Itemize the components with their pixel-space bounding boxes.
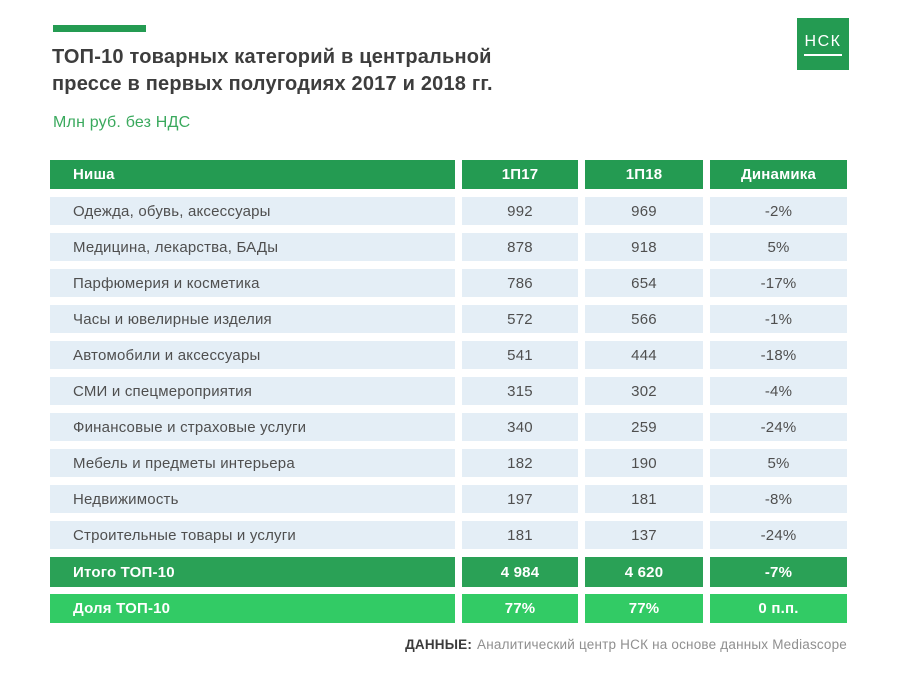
category-name-cell: Строительные товары и услуги [50,521,455,549]
source-label: ДАННЫЕ: [405,637,473,652]
table-row: Недвижимость 197 181 -8% [50,485,847,513]
dynamics-cell: 5% [710,449,847,477]
value-1h18-cell: 654 [585,269,703,297]
table-row: Парфюмерия и косметика 786 654 -17% [50,269,847,297]
share-row-label: Доля ТОП-10 [50,594,455,623]
table-row: Часы и ювелирные изделия 572 566 -1% [50,305,847,333]
value-1h17-cell: 786 [462,269,578,297]
accent-bar [53,25,146,32]
category-name-cell: Часы и ювелирные изделия [50,305,455,333]
column-header-1h18: 1П18 [585,160,703,189]
dynamics-cell: -24% [710,521,847,549]
value-1h18-cell: 190 [585,449,703,477]
total-row: Итого ТОП-10 4 984 4 620 -7% [50,557,847,587]
value-1h18-cell: 566 [585,305,703,333]
dynamics-cell: -8% [710,485,847,513]
table-body: Одежда, обувь, аксессуары 992 969 -2% Медици… [50,197,847,549]
share-1h18-cell: 77% [585,594,703,623]
dynamics-cell: -18% [710,341,847,369]
value-1h17-cell: 315 [462,377,578,405]
table-row: Одежда, обувь, аксессуары 992 969 -2% [50,197,847,225]
value-1h18-cell: 137 [585,521,703,549]
dynamics-cell: 5% [710,233,847,261]
value-1h17-cell: 992 [462,197,578,225]
value-1h18-cell: 181 [585,485,703,513]
category-name-cell: Парфюмерия и косметика [50,269,455,297]
column-header-dynamics: Динамика [710,160,847,189]
total-row-label: Итого ТОП-10 [50,557,455,587]
dynamics-cell: -2% [710,197,847,225]
units-subtitle: Млн руб. без НДС [53,114,191,131]
dynamics-cell: -24% [710,413,847,441]
column-header-1h17: 1П17 [462,160,578,189]
category-name-cell: Одежда, обувь, аксессуары [50,197,455,225]
page-title-line1: ТОП-10 товарных категорий в центральной [52,46,492,68]
value-1h18-cell: 259 [585,413,703,441]
value-1h17-cell: 878 [462,233,578,261]
share-dynamics-cell: 0 п.п. [710,594,847,623]
nsk-logo-text: НСК [803,33,843,56]
table-header-row: Ниша 1П17 1П18 Динамика [50,160,847,189]
dynamics-cell: -17% [710,269,847,297]
table-row: СМИ и спецмероприятия 315 302 -4% [50,377,847,405]
value-1h17-cell: 181 [462,521,578,549]
share-row: Доля ТОП-10 77% 77% 0 п.п. [50,594,847,623]
category-name-cell: Финансовые и страховые услуги [50,413,455,441]
value-1h18-cell: 444 [585,341,703,369]
nsk-logo: НСК [797,18,849,70]
total-dynamics-cell: -7% [710,557,847,587]
table-row: Медицина, лекарства, БАДы 878 918 5% [50,233,847,261]
category-name-cell: Мебель и предметы интерьера [50,449,455,477]
table-row: Автомобили и аксессуары 541 444 -18% [50,341,847,369]
source-text: Аналитический центр НСК на основе данных… [477,637,847,652]
value-1h18-cell: 969 [585,197,703,225]
value-1h17-cell: 572 [462,305,578,333]
value-1h17-cell: 182 [462,449,578,477]
column-header-niche: Ниша [50,160,455,189]
total-1h17-cell: 4 984 [462,557,578,587]
source-line: ДАННЫЕ: Аналитический центр НСК на основе… [405,637,847,652]
categories-table: Ниша 1П17 1П18 Динамика Одежда, обувь, а… [50,160,847,623]
value-1h18-cell: 302 [585,377,703,405]
category-name-cell: Недвижимость [50,485,455,513]
dynamics-cell: -1% [710,305,847,333]
table-row: Мебель и предметы интерьера 182 190 5% [50,449,847,477]
value-1h17-cell: 340 [462,413,578,441]
category-name-cell: СМИ и спецмероприятия [50,377,455,405]
page-title: ТОП-10 товарных категорий в центральной … [52,44,672,98]
category-name-cell: Автомобили и аксессуары [50,341,455,369]
value-1h18-cell: 918 [585,233,703,261]
total-1h18-cell: 4 620 [585,557,703,587]
value-1h17-cell: 197 [462,485,578,513]
share-1h17-cell: 77% [462,594,578,623]
table-row: Финансовые и страховые услуги 340 259 -24% [50,413,847,441]
value-1h17-cell: 541 [462,341,578,369]
table-row: Строительные товары и услуги 181 137 -24% [50,521,847,549]
category-name-cell: Медицина, лекарства, БАДы [50,233,455,261]
dynamics-cell: -4% [710,377,847,405]
page-title-line2: прессе в первых полугодиях 2017 и 2018 г… [52,73,493,95]
